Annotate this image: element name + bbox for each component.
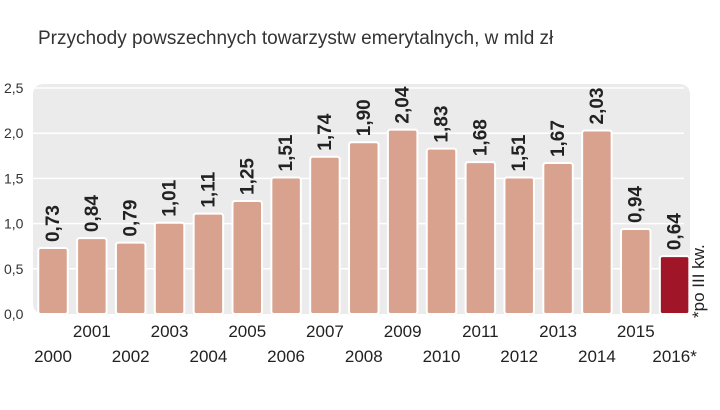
bar	[503, 176, 535, 315]
y-tick-label: 0,5	[4, 261, 24, 277]
bar	[192, 212, 225, 316]
data-label: 1,74	[315, 113, 336, 150]
data-label: 1,11	[198, 171, 219, 207]
chart-title: Przychody powszechnych towarzystw emeryt…	[38, 28, 554, 49]
x-tick-label: 2001	[73, 322, 111, 341]
x-tick-label: 2002	[112, 347, 150, 366]
bar	[114, 241, 147, 315]
bar	[464, 161, 497, 315]
y-tick-label: 0,0	[4, 306, 24, 322]
bar	[231, 200, 263, 315]
bar	[658, 255, 691, 316]
data-label: 1,51	[509, 134, 530, 171]
bar	[386, 128, 419, 315]
bar	[37, 247, 69, 315]
footnote-annotation: *po III kw.	[689, 244, 708, 318]
x-tick-label: 2009	[384, 322, 422, 341]
bar	[270, 176, 302, 315]
x-tick-label: 2010	[423, 347, 461, 366]
bar	[348, 141, 380, 315]
data-label: 0,64	[665, 213, 686, 250]
data-label: 0,84	[82, 195, 103, 232]
y-tick-label: 1,5	[4, 170, 24, 186]
data-label: 0,94	[626, 186, 647, 223]
x-tick-label: 2015	[617, 322, 655, 341]
x-tick-label: 2000	[34, 347, 72, 366]
data-label: 0,79	[121, 200, 142, 237]
data-label: 1,83	[432, 106, 453, 143]
x-tick-label: 2012	[500, 347, 538, 366]
data-label: 1,90	[354, 99, 375, 136]
bar	[309, 155, 341, 315]
y-tick-label: 2,0	[4, 125, 24, 141]
data-label: 2,04	[393, 86, 414, 123]
x-tick-label: 2003	[151, 322, 189, 341]
data-label: 1,68	[470, 119, 491, 156]
y-tick-label: 2,5	[4, 80, 24, 96]
x-tick-label: 2008	[345, 347, 383, 366]
x-tick-label: 2016*	[652, 347, 697, 366]
bar	[153, 221, 186, 315]
data-label: 1,67	[548, 120, 569, 157]
bar	[425, 147, 458, 315]
x-tick-label: 2013	[539, 322, 577, 341]
y-tick-label: 1,0	[4, 216, 24, 232]
data-label: 1,25	[237, 158, 258, 195]
bar	[76, 237, 108, 315]
x-tick-label: 2006	[267, 347, 305, 366]
data-label: 1,01	[160, 179, 181, 216]
x-tick-label: 2011	[462, 322, 499, 341]
bar	[620, 228, 652, 315]
data-label: 0,73	[43, 205, 64, 242]
bar	[542, 162, 574, 315]
data-label: 1,51	[276, 134, 297, 171]
x-tick-label: 2007	[306, 322, 344, 341]
bar	[581, 129, 613, 315]
data-label: 2,03	[587, 88, 608, 125]
x-tick-label: 2014	[578, 347, 616, 366]
x-tick-label: 2005	[228, 322, 266, 341]
x-tick-label: 2004	[189, 347, 227, 366]
